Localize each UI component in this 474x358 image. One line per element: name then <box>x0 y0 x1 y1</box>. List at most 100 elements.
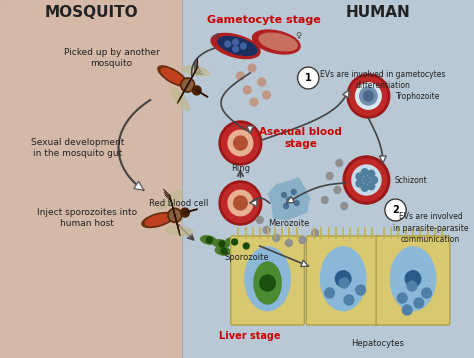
Circle shape <box>343 156 390 204</box>
Text: Hepatocytes: Hepatocytes <box>352 339 405 348</box>
Circle shape <box>249 207 255 213</box>
Circle shape <box>336 160 343 166</box>
Circle shape <box>294 200 299 205</box>
FancyBboxPatch shape <box>231 236 304 325</box>
Polygon shape <box>380 156 386 163</box>
Circle shape <box>361 184 368 191</box>
Circle shape <box>361 169 368 176</box>
Circle shape <box>282 193 286 198</box>
Ellipse shape <box>146 214 171 226</box>
Circle shape <box>170 210 180 221</box>
Circle shape <box>273 234 280 242</box>
Circle shape <box>256 217 263 223</box>
Circle shape <box>233 39 238 45</box>
Circle shape <box>356 173 363 180</box>
Circle shape <box>364 91 373 101</box>
Ellipse shape <box>142 213 174 228</box>
Circle shape <box>219 241 225 247</box>
Circle shape <box>405 271 421 287</box>
Text: EVs are involved
in parasite-parasite
communication: EVs are involved in parasite-parasite co… <box>392 212 468 244</box>
Polygon shape <box>287 197 294 203</box>
Circle shape <box>237 72 244 80</box>
Circle shape <box>219 121 262 165</box>
Polygon shape <box>343 90 349 98</box>
Circle shape <box>356 83 381 109</box>
Circle shape <box>260 275 275 291</box>
Circle shape <box>182 79 193 91</box>
Ellipse shape <box>182 66 210 76</box>
Polygon shape <box>301 260 308 267</box>
FancyBboxPatch shape <box>376 236 450 325</box>
Text: Gametocyte stage: Gametocyte stage <box>207 15 320 25</box>
Circle shape <box>334 187 341 194</box>
Text: Ring: Ring <box>231 164 250 173</box>
Text: Trophozoite: Trophozoite <box>395 92 440 101</box>
Circle shape <box>234 136 247 150</box>
Circle shape <box>414 298 424 308</box>
Text: Picked up by another
mosquito: Picked up by another mosquito <box>64 48 159 68</box>
Circle shape <box>248 64 256 72</box>
Circle shape <box>240 43 246 49</box>
Circle shape <box>181 208 189 217</box>
Circle shape <box>225 41 231 47</box>
Circle shape <box>371 176 378 184</box>
Polygon shape <box>268 178 310 220</box>
Circle shape <box>168 208 182 223</box>
Circle shape <box>326 173 333 179</box>
Circle shape <box>232 239 237 245</box>
Circle shape <box>398 293 407 303</box>
Text: Red blood cell: Red blood cell <box>149 198 209 208</box>
Circle shape <box>325 288 335 298</box>
Circle shape <box>286 198 292 203</box>
Text: ♀: ♀ <box>295 30 301 39</box>
Polygon shape <box>246 126 254 133</box>
Ellipse shape <box>245 247 290 311</box>
Circle shape <box>356 285 365 295</box>
Text: Inject sporozoites into
human host: Inject sporozoites into human host <box>37 208 137 228</box>
Ellipse shape <box>218 37 257 55</box>
Text: Schizont: Schizont <box>394 175 427 184</box>
Ellipse shape <box>201 236 216 244</box>
Circle shape <box>299 237 306 243</box>
Circle shape <box>221 248 227 254</box>
Circle shape <box>192 86 201 95</box>
Circle shape <box>346 159 387 201</box>
Ellipse shape <box>170 88 190 110</box>
Circle shape <box>321 197 328 203</box>
Ellipse shape <box>158 66 187 86</box>
Polygon shape <box>134 181 144 190</box>
Circle shape <box>228 130 253 156</box>
Circle shape <box>233 46 238 52</box>
Text: EVs are involved in gametocytes
differentiation: EVs are involved in gametocytes differen… <box>320 69 446 91</box>
Circle shape <box>341 203 347 209</box>
Circle shape <box>339 278 349 288</box>
Circle shape <box>407 281 417 291</box>
Ellipse shape <box>390 247 436 311</box>
Text: Liver stage: Liver stage <box>219 331 281 341</box>
Ellipse shape <box>320 247 366 311</box>
Circle shape <box>181 78 195 92</box>
Ellipse shape <box>226 238 241 246</box>
Circle shape <box>368 183 374 190</box>
Circle shape <box>344 295 354 305</box>
Circle shape <box>219 181 262 225</box>
Text: Merozoite: Merozoite <box>268 218 310 227</box>
Circle shape <box>228 190 253 216</box>
Circle shape <box>222 124 259 163</box>
Circle shape <box>422 288 431 298</box>
Circle shape <box>385 199 406 221</box>
Circle shape <box>243 243 249 249</box>
Text: 1: 1 <box>305 73 311 83</box>
Circle shape <box>356 180 363 187</box>
Circle shape <box>244 194 251 202</box>
Circle shape <box>283 203 288 208</box>
FancyBboxPatch shape <box>306 236 380 325</box>
Circle shape <box>350 77 387 115</box>
Ellipse shape <box>259 33 297 51</box>
Ellipse shape <box>253 30 300 54</box>
Ellipse shape <box>211 33 260 59</box>
Text: MOSQUITO: MOSQUITO <box>44 5 138 19</box>
Ellipse shape <box>237 242 253 250</box>
Bar <box>0 0 182 358</box>
Ellipse shape <box>161 68 184 84</box>
